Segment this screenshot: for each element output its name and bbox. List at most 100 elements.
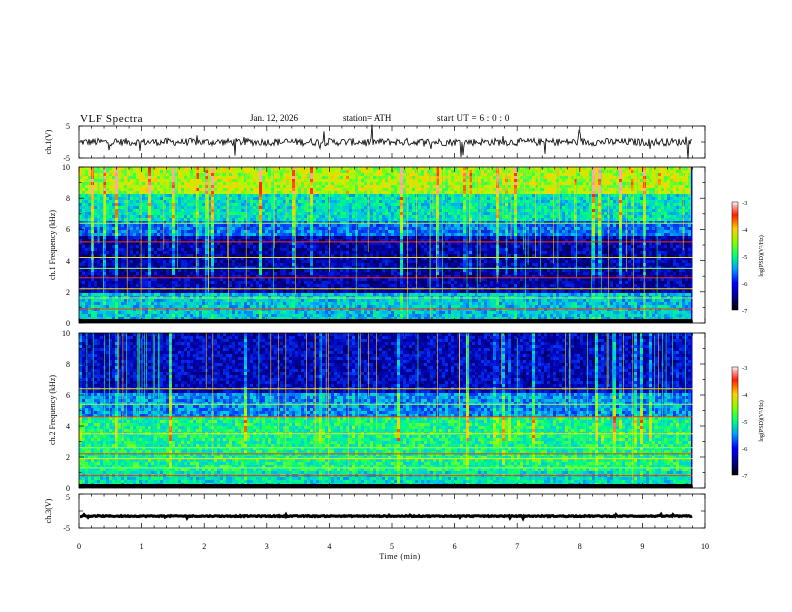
spec1-cell (160, 194, 163, 197)
spec1-cell (304, 218, 307, 221)
spec1-cell (244, 191, 247, 194)
spec1-cell (577, 230, 580, 233)
spec1-cell (511, 227, 514, 230)
spec1-cell (241, 176, 244, 179)
spec1-cell (673, 200, 676, 203)
spec1-cell (307, 197, 310, 200)
spec1-cell (316, 206, 319, 209)
spec1-cell (664, 215, 667, 218)
spec1-cell (289, 182, 292, 185)
spec1-cell (319, 230, 322, 233)
spec1-cell (199, 194, 202, 197)
spec1-cell (658, 170, 661, 173)
spec1-cell (502, 170, 505, 173)
spec1-cell (610, 179, 613, 182)
spec1-cell (400, 197, 403, 200)
spec1-cell (217, 227, 220, 230)
spec1-cell (451, 176, 454, 179)
spec1-cell (604, 167, 607, 170)
spec1-cell (451, 197, 454, 200)
spec1-cell (484, 188, 487, 191)
spec1-cell (181, 215, 184, 218)
spec1-cell (202, 236, 205, 239)
spec1-cell (451, 230, 454, 233)
spec1-cell (364, 173, 367, 176)
spec1-cell (622, 218, 625, 221)
spec1-cell (346, 227, 349, 230)
spec1-cell (583, 197, 586, 200)
spec1-cell (676, 167, 679, 170)
spec1-cell (133, 215, 136, 218)
spec1-cell (622, 167, 625, 170)
spec1-cell (319, 194, 322, 197)
spec1-cell (256, 170, 259, 173)
spec1-cell (280, 209, 283, 212)
spec1-cell (388, 179, 391, 182)
spec1-cell (463, 194, 466, 197)
spec1-cell (85, 191, 88, 194)
spec1-cell (187, 185, 190, 188)
spec1-cell (499, 173, 502, 176)
spec1-cell (94, 218, 97, 221)
spec1-cell (463, 200, 466, 203)
spec1-cell (349, 224, 352, 227)
spec1-cell (397, 167, 400, 170)
spec1-cell (97, 176, 100, 179)
spec1-cell (217, 200, 220, 203)
spec1-cell (544, 233, 547, 236)
spec1-cell (181, 236, 184, 239)
spec1-cell (292, 167, 295, 170)
spec1-cell (463, 203, 466, 206)
spec1-cell (388, 203, 391, 206)
spec1-cell (316, 227, 319, 230)
spec1-cell (109, 182, 112, 185)
spec1-cell (229, 197, 232, 200)
spec1-cell (325, 197, 328, 200)
spec1-cell (238, 179, 241, 182)
spec1-cell (229, 173, 232, 176)
spec1-cell (193, 179, 196, 182)
spec1-cell (187, 230, 190, 233)
spec1-cell (313, 233, 316, 236)
spec1-cell (349, 182, 352, 185)
spec1-cell (613, 182, 616, 185)
spec1-cell (223, 173, 226, 176)
spec1-cell (139, 218, 142, 221)
spec1-cell (262, 191, 265, 194)
spec1-cell (370, 197, 373, 200)
spec1-cell (484, 173, 487, 176)
spec1-cell (142, 185, 145, 188)
spec1-cell (544, 200, 547, 203)
spec1-cell (652, 173, 655, 176)
spec1-cell (133, 203, 136, 206)
spec1-cell (583, 203, 586, 206)
spec1-cell (586, 173, 589, 176)
spec1-cell (604, 191, 607, 194)
spec1-cell (292, 212, 295, 215)
spec1-cell (109, 170, 112, 173)
spec1-cell (349, 236, 352, 239)
spec1-cell (139, 173, 142, 176)
spec1-cell (388, 182, 391, 185)
spec1-cell (184, 182, 187, 185)
spec1-cell (181, 170, 184, 173)
spec1-cell (214, 236, 217, 239)
spec1-cell (685, 188, 688, 191)
spec1-cell (565, 197, 568, 200)
spec1-cell (361, 185, 364, 188)
spec1-cell (475, 233, 478, 236)
spec1-cell (307, 194, 310, 197)
spec1-cell (187, 182, 190, 185)
spec1-cell (400, 188, 403, 191)
spec1-cell (169, 200, 172, 203)
spec1-cell (292, 236, 295, 239)
spec1-cell (214, 194, 217, 197)
spec1-cell (163, 224, 166, 227)
spec1-cell (370, 167, 373, 170)
spec1-cell (397, 200, 400, 203)
spec1-cell (421, 233, 424, 236)
spec1-cell (262, 194, 265, 197)
spec1-cell (187, 209, 190, 212)
spec1-cell (409, 176, 412, 179)
spec1-cell (466, 197, 469, 200)
